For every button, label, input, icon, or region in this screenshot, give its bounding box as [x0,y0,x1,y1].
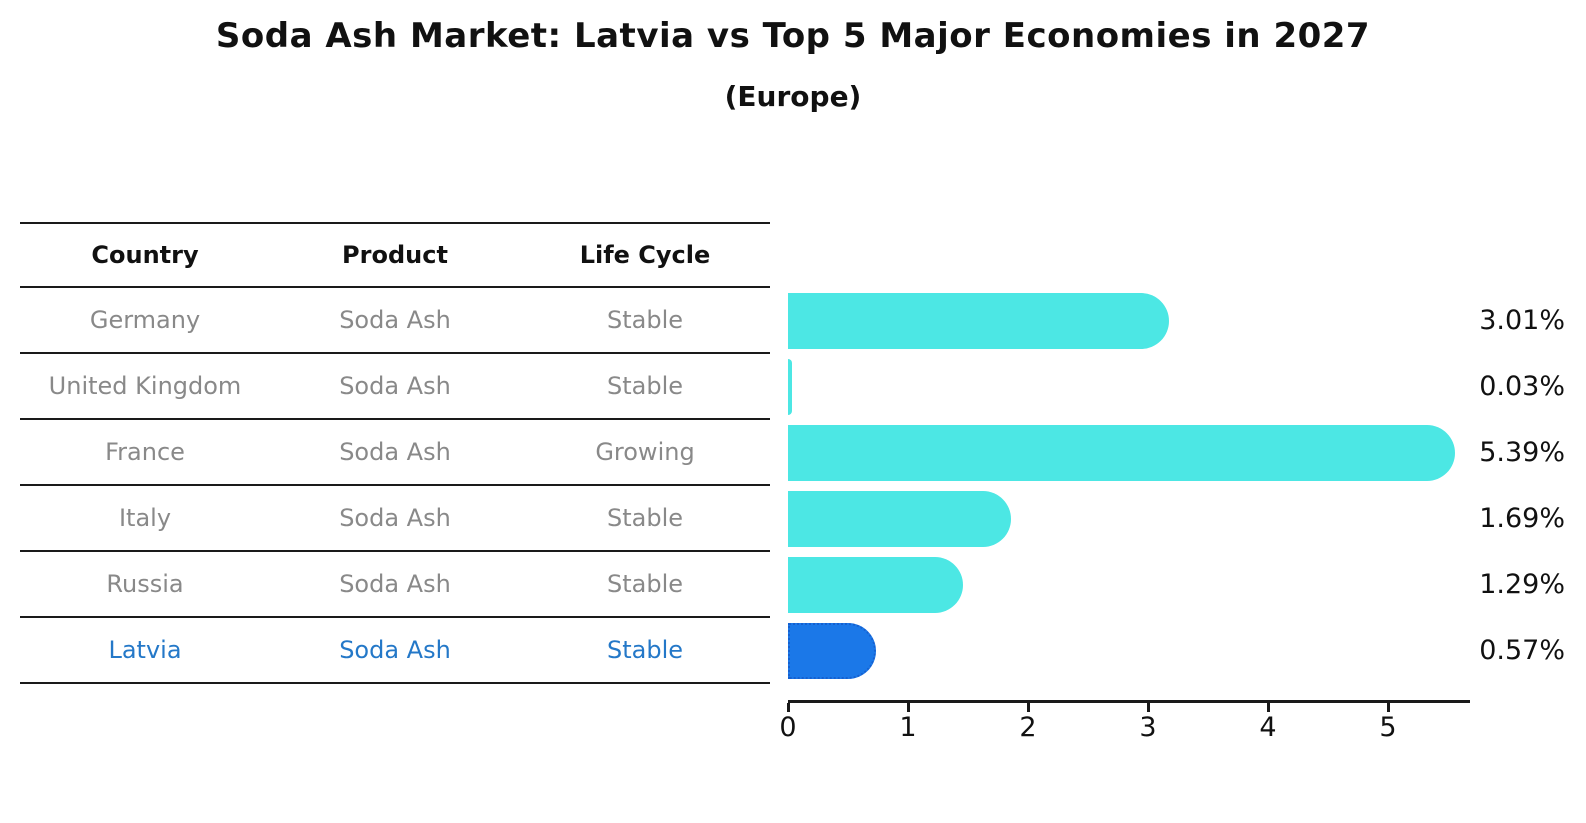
bar [788,557,963,613]
table-cell-country: France [105,438,185,466]
column-header-country: Country [91,241,199,269]
x-tick-mark [1147,703,1150,712]
x-tick-label: 5 [1379,712,1397,743]
table-cell-life_cycle: Growing [595,438,695,466]
table-cell-product: Soda Ash [339,570,451,598]
x-tick-mark [907,703,910,712]
table-cell-country: Russia [106,570,184,598]
bar-value-label: 3.01% [1479,305,1565,336]
column-header-lifecycle: Life Cycle [579,241,711,269]
table-cell-product: Soda Ash [339,372,451,400]
x-tick-label: 0 [779,712,797,743]
x-tick-label: 4 [1259,712,1277,743]
table-cell-product: Soda Ash [339,636,451,664]
column-header-product: Product [342,241,448,269]
x-tick-mark [1267,703,1270,712]
table-body: Germany Soda Ash Stable United Kingdom Soda … [20,288,770,684]
bar [788,293,1170,349]
bar-value-label: 1.69% [1479,503,1565,534]
table-row: Italy Soda Ash Stable [20,486,770,552]
bar-value-label: 1.29% [1479,569,1565,600]
table-cell-life_cycle: Stable [606,504,684,532]
table-row: Russia Soda Ash Stable [20,552,770,618]
table-row: Germany Soda Ash Stable [20,288,770,354]
table-cell-country: Italy [118,504,172,532]
x-tick-label: 2 [1019,712,1037,743]
table-cell-product: Soda Ash [339,306,451,334]
chart-title: Soda Ash Market: Latvia vs Top 5 Major E… [215,16,1371,56]
table-cell-life_cycle: Stable [606,372,684,400]
country-table: Country Product Life Cycle Germany Soda A… [20,222,770,684]
bar-value-label: 5.39% [1479,437,1565,468]
table-cell-product: Soda Ash [339,504,451,532]
bar-highlight-latvia [788,623,877,679]
x-tick-label: 3 [1139,712,1157,743]
table-cell-country: Germany [89,306,201,334]
x-tick-mark [1027,703,1030,712]
table-row: United Kingdom Soda Ash Stable [20,354,770,420]
table-cell-product: Soda Ash [339,438,451,466]
bar [788,425,1455,481]
x-tick-label: 1 [899,712,917,743]
bar-value-label: 0.57% [1479,635,1565,666]
table-cell-life_cycle: Stable [606,570,684,598]
x-tick-mark [787,703,790,712]
table-row: France Soda Ash Growing [20,420,770,486]
chart-subtitle: (Europe) [724,80,862,113]
x-tick-mark [1387,703,1390,712]
table-row: Latvia Soda Ash Stable [20,618,770,684]
table-header-row: Country Product Life Cycle [20,222,770,288]
table-cell-country: Latvia [108,636,182,664]
table-cell-life_cycle: Stable [606,636,684,664]
bar [788,359,792,415]
x-axis-line [788,700,1470,703]
table-cell-life_cycle: Stable [606,306,684,334]
bar [788,491,1011,547]
bar-value-label: 0.03% [1479,371,1565,402]
table-cell-country: United Kingdom [48,372,242,400]
